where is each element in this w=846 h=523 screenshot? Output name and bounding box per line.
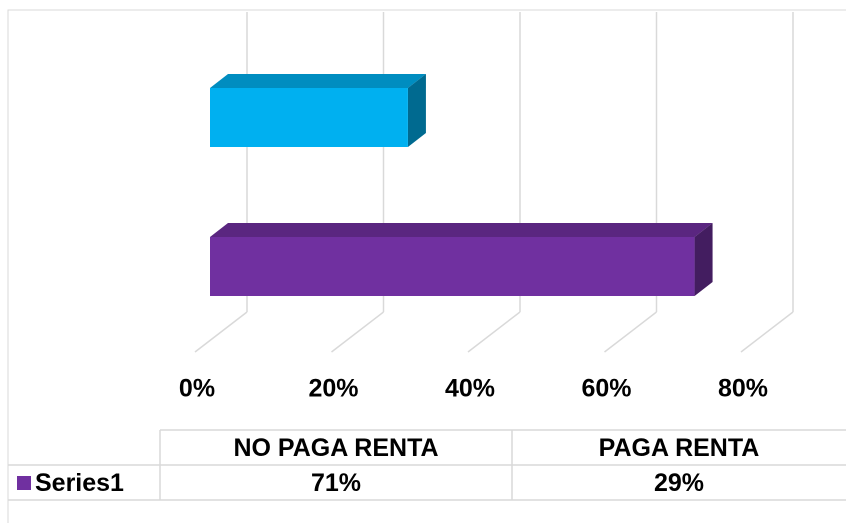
table-header: PAGA RENTA — [599, 434, 760, 462]
x-tick-label: 60% — [581, 375, 631, 403]
floor-line — [467, 311, 521, 353]
legend-key — [17, 476, 31, 490]
x-tick-label: 0% — [179, 375, 215, 403]
floor-line — [331, 311, 384, 353]
bar-side — [694, 223, 713, 296]
bar — [210, 237, 695, 296]
bar-top — [210, 223, 713, 237]
x-tick-label: 20% — [308, 375, 358, 403]
floor-line — [604, 311, 657, 353]
legend-label: Series1 — [35, 469, 124, 497]
bar-top — [210, 74, 426, 88]
bar-side — [407, 74, 426, 147]
x-tick-label: 40% — [445, 375, 495, 403]
table-value: 71% — [311, 469, 361, 497]
floor-line — [740, 311, 794, 353]
bar — [210, 88, 408, 147]
table-header: NO PAGA RENTA — [233, 434, 438, 462]
chart-border — [7, 9, 846, 523]
x-tick-label: 80% — [718, 375, 768, 403]
floor-line — [194, 311, 248, 353]
table-value: 29% — [654, 469, 704, 497]
